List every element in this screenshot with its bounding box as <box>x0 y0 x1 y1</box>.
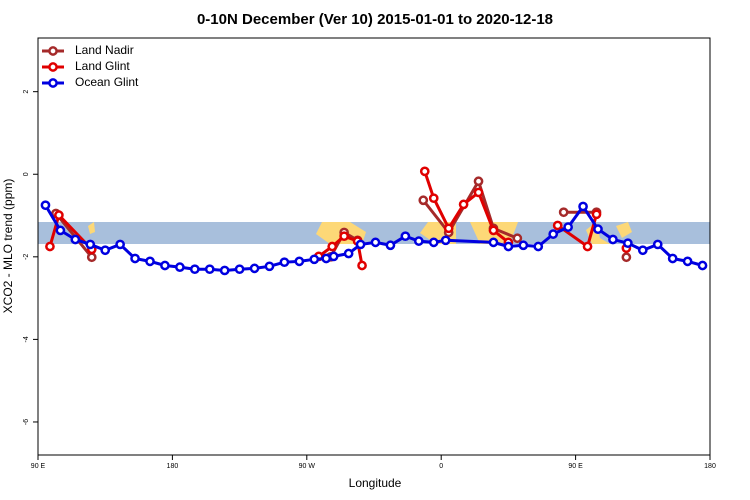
data-point <box>458 199 469 210</box>
data-point <box>418 195 429 206</box>
data-point <box>488 225 499 236</box>
data-point <box>608 234 618 245</box>
x-tick-label: 180 <box>704 463 716 470</box>
legend-marker <box>48 46 58 56</box>
data-point <box>321 253 332 264</box>
data-point <box>370 237 381 248</box>
data-point <box>563 222 573 232</box>
data-point <box>413 236 424 246</box>
data-point <box>175 262 185 272</box>
x-tick-label: 90 W <box>299 463 316 470</box>
data-point <box>582 241 593 252</box>
data-point <box>623 238 633 249</box>
data-point <box>54 210 64 220</box>
data-point <box>533 241 544 252</box>
data-point <box>343 248 354 259</box>
data-point <box>552 220 563 231</box>
data-point <box>234 264 245 275</box>
data-point <box>85 239 96 250</box>
data-point <box>428 237 439 248</box>
data-point <box>488 237 499 248</box>
plot-frame <box>37 37 711 456</box>
data-point <box>70 234 81 245</box>
legend-label: Ocean Glint <box>75 75 139 89</box>
data-point <box>145 256 155 267</box>
data-point <box>189 264 200 275</box>
data-point <box>327 241 338 252</box>
legend-marker <box>48 78 58 88</box>
data-point <box>264 261 275 272</box>
data-point <box>578 201 588 212</box>
data-point <box>697 260 708 271</box>
legend-label: Land Glint <box>75 59 130 73</box>
data-point <box>473 176 484 187</box>
data-point <box>428 193 439 204</box>
data-point <box>385 240 396 251</box>
data-point <box>440 235 451 246</box>
data-point <box>294 256 305 267</box>
legend-marker <box>48 62 58 72</box>
data-point <box>591 209 602 220</box>
data-point <box>621 252 632 263</box>
data-point <box>419 166 430 177</box>
data-point <box>55 225 66 236</box>
data-point <box>652 239 663 250</box>
data-point <box>86 252 97 263</box>
y-tick-label: -2 <box>23 254 30 260</box>
data-point <box>160 260 170 271</box>
data-point <box>473 187 484 198</box>
x-axis-label: Longitude <box>349 476 402 490</box>
x-tick-label: 90 E <box>568 463 583 470</box>
data-point <box>100 245 111 256</box>
y-tick-label: -4 <box>23 336 30 342</box>
x-tick-label: 90 E <box>31 463 46 470</box>
data-point <box>40 200 51 211</box>
x-tick-label: 180 <box>167 463 179 470</box>
data-point <box>637 245 648 256</box>
data-point <box>339 231 349 242</box>
data-point <box>443 223 454 234</box>
data-point <box>115 239 125 250</box>
data-point <box>512 233 523 244</box>
data-point <box>130 253 140 264</box>
y-tick-label: 2 <box>23 90 30 94</box>
data-point <box>45 241 55 252</box>
data-point <box>593 224 603 235</box>
data-point <box>667 253 678 264</box>
data-point <box>518 240 529 251</box>
data-point <box>357 260 367 271</box>
data-point <box>503 241 514 252</box>
x-tick-label: 0 <box>439 463 443 470</box>
data-point <box>548 229 559 239</box>
data-point <box>558 207 569 218</box>
chart-title: 0-10N December (Ver 10) 2015-01-01 to 20… <box>197 11 553 28</box>
y-axis-label: XCO2 - MLO trend (ppm) <box>1 179 15 314</box>
legend-label: Land Nadir <box>75 43 134 57</box>
data-point <box>204 264 215 275</box>
data-point <box>219 265 230 276</box>
data-point <box>400 231 411 242</box>
data-point <box>328 251 339 262</box>
data-point <box>355 239 366 250</box>
data-point <box>249 263 260 274</box>
data-point <box>279 257 290 268</box>
data-point <box>309 254 320 265</box>
y-tick-label: -6 <box>23 419 30 425</box>
y-tick-label: 0 <box>23 172 30 176</box>
data-point <box>682 256 693 267</box>
